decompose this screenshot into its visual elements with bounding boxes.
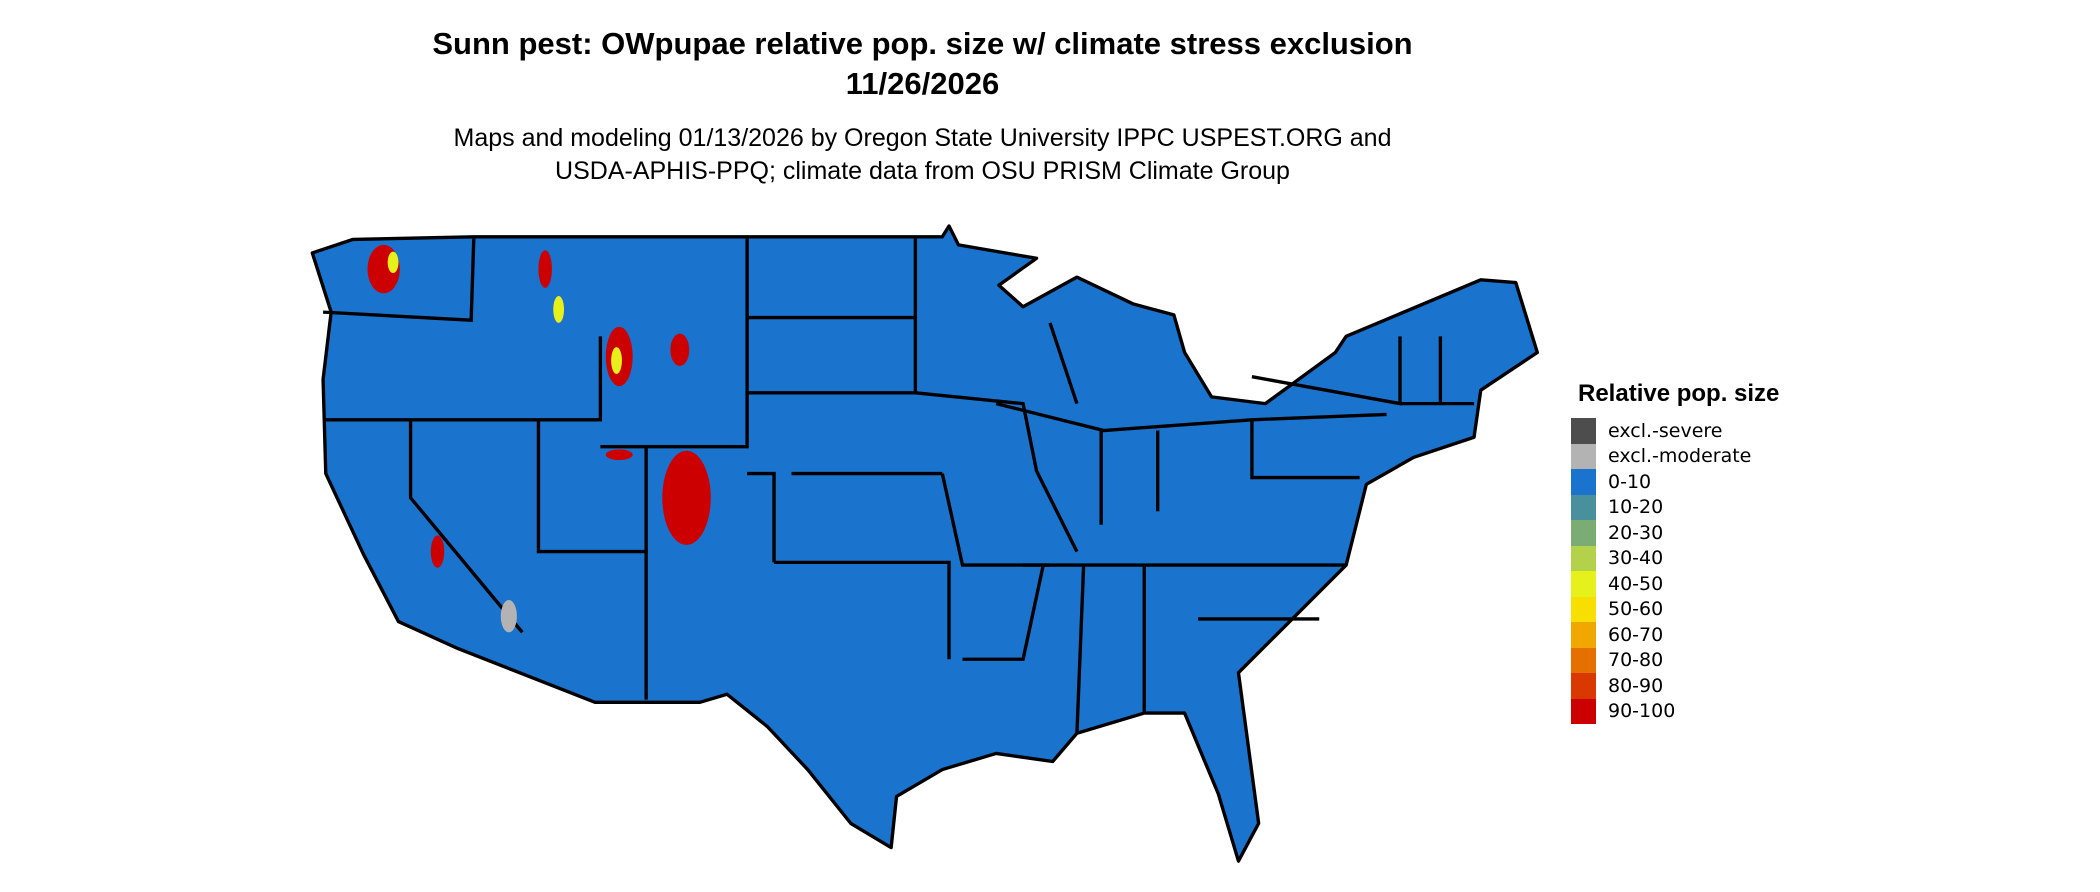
legend-swatch xyxy=(1571,571,1596,597)
legend-item: 70-80 xyxy=(1571,647,1779,673)
legend-label: 50-60 xyxy=(1608,598,1664,621)
map-title: Sunn pest: OWpupae relative pop. size w/… xyxy=(432,26,1413,61)
legend-swatch xyxy=(1571,494,1596,520)
us-outline xyxy=(310,224,1539,863)
legend-title: Relative pop. size xyxy=(1578,380,1780,407)
legend-label: 80-90 xyxy=(1608,674,1664,697)
legend-item: 90-100 xyxy=(1571,698,1779,724)
legend-swatch xyxy=(1571,418,1596,444)
legend-item: excl.-severe xyxy=(1571,418,1779,444)
legend-item: 20-30 xyxy=(1571,520,1779,546)
legend-label: 60-70 xyxy=(1608,623,1664,646)
legend-item: 30-40 xyxy=(1571,545,1779,571)
legend-label: 10-20 xyxy=(1608,496,1664,519)
legend-swatch xyxy=(1571,443,1596,469)
legend-label: 30-40 xyxy=(1608,547,1664,570)
legend-label: excl.-moderate xyxy=(1608,445,1752,468)
hotspots xyxy=(367,244,711,633)
legend-item: 50-60 xyxy=(1571,596,1779,622)
legend-label: 20-30 xyxy=(1608,521,1664,544)
legend-item: 80-90 xyxy=(1571,673,1779,699)
legend-item: 0-10 xyxy=(1571,469,1779,495)
subtitle-line-1: Maps and modeling 01/13/2026 by Oregon S… xyxy=(453,124,1392,152)
legend: Relative pop. size excl.-severe excl.-mod… xyxy=(1571,380,1779,724)
legend-swatch xyxy=(1571,596,1596,622)
legend-item: 10-20 xyxy=(1571,494,1779,520)
legend-swatch xyxy=(1571,698,1596,724)
legend-swatch xyxy=(1571,469,1596,495)
legend-item: 40-50 xyxy=(1571,571,1779,597)
legend-label: 70-80 xyxy=(1608,649,1664,672)
legend-label: 0-10 xyxy=(1608,470,1652,493)
legend-swatch xyxy=(1571,520,1596,546)
legend-swatch xyxy=(1571,647,1596,673)
state-borders xyxy=(322,236,1475,734)
legend-label: 90-100 xyxy=(1608,700,1676,723)
subtitle-line-2: USDA-APHIS-PPQ; climate data from OSU PR… xyxy=(555,157,1290,185)
map-date: 11/26/2026 xyxy=(845,66,1000,101)
legend-item: excl.-moderate xyxy=(1571,443,1779,469)
legend-swatch xyxy=(1571,622,1596,648)
legend-swatch xyxy=(1571,545,1596,571)
legend-swatch xyxy=(1571,673,1596,699)
legend-label: 40-50 xyxy=(1608,572,1664,595)
legend-item: 60-70 xyxy=(1571,622,1779,648)
legend-label: excl.-severe xyxy=(1608,419,1723,442)
